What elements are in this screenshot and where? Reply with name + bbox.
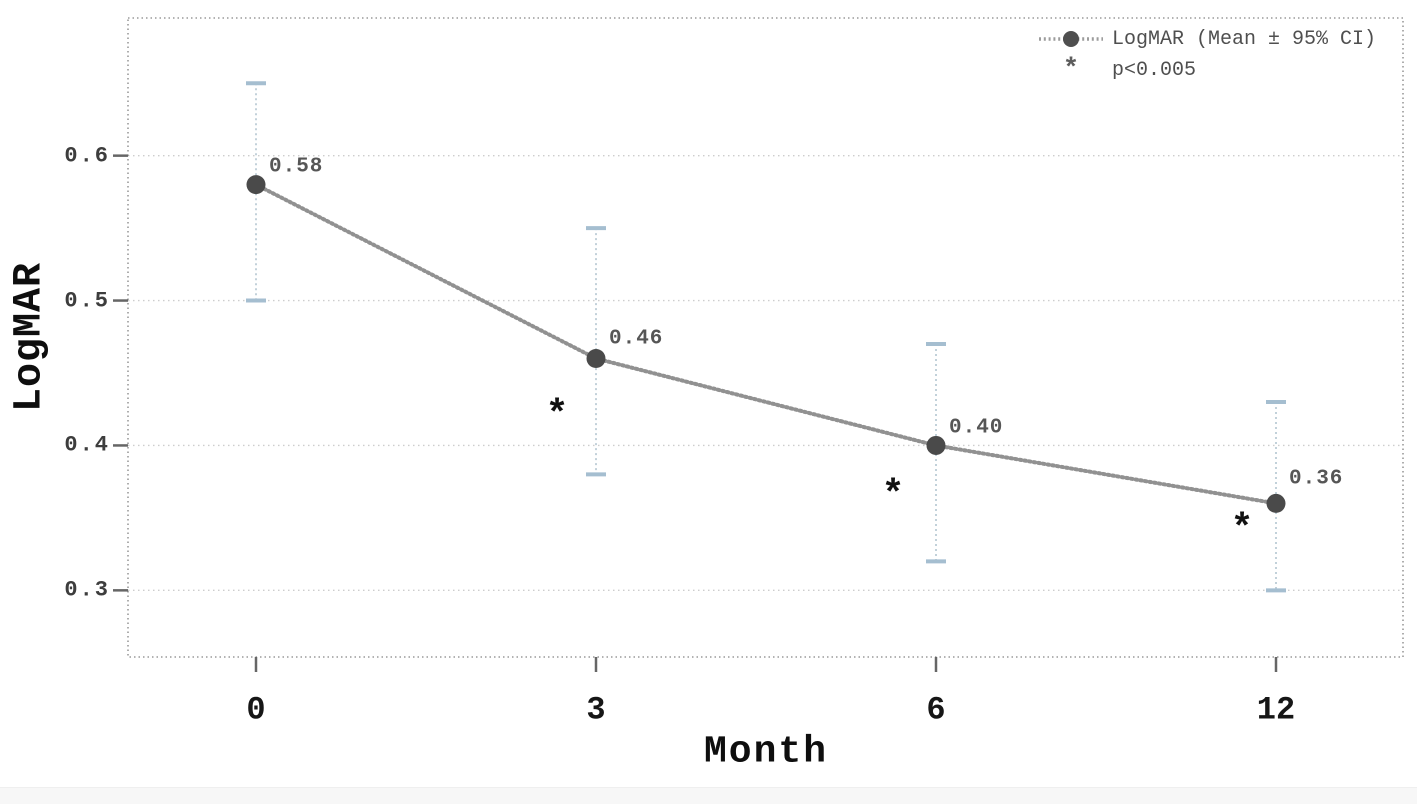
value-label: 0.36 bbox=[1289, 467, 1344, 491]
value-label: 0.46 bbox=[609, 327, 664, 351]
y-axis-title: LogMAR bbox=[7, 261, 53, 413]
y-tick-label: 0.3 bbox=[64, 577, 110, 603]
significance-asterisk: * bbox=[881, 474, 905, 517]
data-point-marker bbox=[1266, 493, 1286, 513]
data-point-marker bbox=[586, 349, 606, 369]
legend-entry-significance: * p<0.005 bbox=[1036, 55, 1376, 85]
legend-entry-series: LogMAR (Mean ± 95% CI) bbox=[1036, 24, 1376, 54]
significance-asterisk: * bbox=[545, 394, 569, 437]
asterisk-icon: * bbox=[1062, 54, 1080, 85]
x-tick-label: 12 bbox=[1256, 691, 1296, 729]
data-point-marker bbox=[926, 435, 946, 455]
legend-series-label: LogMAR (Mean ± 95% CI) bbox=[1112, 27, 1377, 51]
data-point-marker bbox=[246, 175, 266, 195]
x-tick-label: 3 bbox=[586, 691, 606, 729]
legend-significance-label: p<0.005 bbox=[1112, 58, 1197, 82]
value-label: 0.58 bbox=[269, 155, 324, 179]
legend: LogMAR (Mean ± 95% CI) * p<0.005 bbox=[1036, 24, 1376, 85]
bottom-strip bbox=[0, 787, 1417, 804]
y-tick-label: 0.4 bbox=[64, 432, 110, 458]
value-label: 0.40 bbox=[949, 416, 1004, 440]
x-axis-title: Month bbox=[703, 730, 829, 774]
significance-asterisk: * bbox=[1230, 508, 1254, 551]
series-line bbox=[254, 182, 1278, 506]
x-tick-label: 0 bbox=[246, 691, 266, 729]
x-tick-label: 6 bbox=[926, 691, 946, 729]
dotted-line-circle-icon bbox=[1036, 29, 1106, 49]
plot-frame bbox=[127, 17, 1404, 658]
y-tick-label: 0.5 bbox=[64, 288, 110, 314]
y-tick-label: 0.6 bbox=[64, 143, 110, 169]
